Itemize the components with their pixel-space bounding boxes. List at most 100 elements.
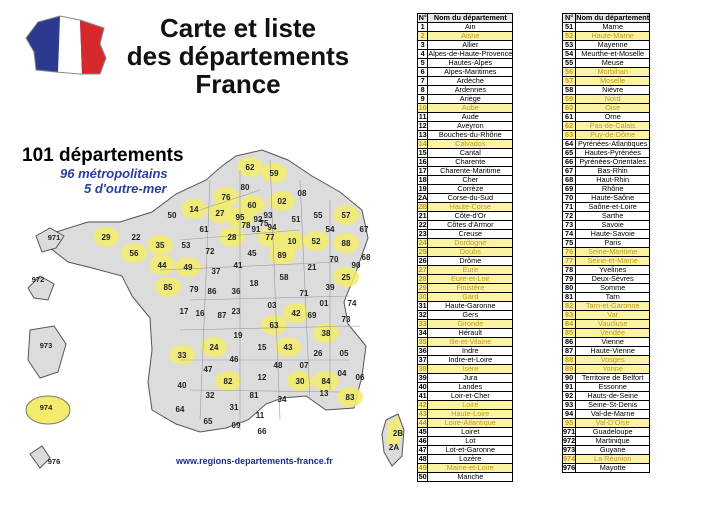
department-name: Gard	[427, 292, 514, 302]
table-row: 53 Mayenne	[561, 40, 651, 50]
department-number: 971	[561, 427, 577, 437]
department-name: Doubs	[427, 247, 514, 257]
department-number: 72	[561, 211, 577, 221]
map-label-39: 39	[326, 283, 335, 292]
department-number: 42	[416, 400, 429, 410]
table-row: 74 Haute-Savoie	[561, 229, 651, 239]
map-label-62: 62	[246, 163, 255, 172]
department-name: Territoire de Belfort	[575, 373, 651, 383]
table-row: 14 Calvados	[416, 139, 514, 149]
table-row: 41 Loir-et-Cher	[416, 391, 514, 401]
department-number: 15	[416, 148, 429, 158]
table-row: 71 Saône-et-Loire	[561, 202, 651, 212]
department-name: Yvelines	[575, 265, 651, 275]
department-number: 82	[561, 301, 577, 311]
department-number: 56	[561, 67, 577, 77]
table-row: 80 Somme	[561, 283, 651, 293]
department-name: Tarn-et-Garonne	[575, 301, 651, 311]
department-name: Calvados	[427, 139, 514, 149]
department-number: 973	[561, 445, 577, 455]
department-number: 21	[416, 211, 429, 221]
department-name: Marne	[575, 22, 651, 32]
table-row: 59 Nord	[561, 94, 651, 104]
department-border-line	[189, 389, 341, 393]
table-row: 82 Tarn-et-Garonne	[561, 301, 651, 311]
table-row: 4 Alpes-de-Haute-Provence	[416, 49, 514, 59]
map-label-56: 56	[130, 249, 139, 258]
table-row: 52 Haute-Marne	[561, 31, 651, 41]
title-line-2: des départements	[126, 41, 350, 71]
department-number: 1	[416, 22, 429, 32]
table-row: 84 Vaucluse	[561, 319, 651, 329]
table-row: 86 Vienne	[561, 337, 651, 347]
department-number: 37	[416, 355, 429, 365]
table-row: 95 Val-D'Oise	[561, 418, 651, 428]
map-label-01: 01	[320, 299, 329, 308]
department-number: 65	[561, 148, 577, 158]
map-label-53: 53	[182, 241, 191, 250]
department-number: 89	[561, 364, 577, 374]
department-number: 50	[416, 472, 429, 482]
map-label-94: 94	[268, 223, 277, 232]
highlight-83	[337, 387, 363, 407]
map-label-58: 58	[280, 273, 289, 282]
highlight-14	[181, 199, 207, 219]
map-label-972: 972	[32, 275, 45, 284]
department-name: Var	[575, 310, 651, 320]
department-name: Corse-du-Sud	[427, 193, 514, 203]
department-number: 46	[416, 436, 429, 446]
map-label-68: 68	[362, 253, 371, 262]
table-row: 66 Pyrénées-Orientales	[561, 157, 651, 167]
header-number: N°	[561, 13, 577, 23]
department-number: 74	[561, 229, 577, 239]
department-name: Maine-et-Loire	[427, 463, 514, 473]
table-row: 7 Ardèche	[416, 76, 514, 86]
map-label-2B: 2B	[393, 429, 403, 438]
department-name: Pas-de-Calais	[575, 121, 651, 131]
department-number: 76	[561, 247, 577, 257]
department-name: Hautes-Pyrénées	[575, 148, 651, 158]
table-row: 43 Haute-Loire	[416, 409, 514, 419]
table-row: 50 Manche	[416, 472, 514, 482]
department-name: Eure	[427, 265, 514, 275]
department-number: 88	[561, 355, 577, 365]
department-name: Lot-et-Garonne	[427, 445, 514, 455]
map-label-91: 91	[252, 225, 261, 234]
summary-metropolitan: 96 métropolitains	[60, 166, 168, 181]
department-number: 78	[561, 265, 577, 275]
department-name: Hérault	[427, 328, 514, 338]
department-number: 62	[561, 121, 577, 131]
department-name: Ardèche	[427, 76, 514, 86]
table-row: 91 Essonne	[561, 382, 651, 392]
table-row: 93 Seine-St-Denis	[561, 400, 651, 410]
department-name: Gers	[427, 310, 514, 320]
website-url[interactable]: www.regions-departements-france.fr	[176, 456, 333, 466]
department-name: Indre	[427, 346, 514, 356]
department-name: Meuse	[575, 58, 651, 68]
map-label-81: 81	[250, 391, 259, 400]
department-number: 71	[561, 202, 577, 212]
highlight-35	[147, 235, 173, 255]
map-label-08: 08	[298, 189, 307, 198]
table-row: 40 Landes	[416, 382, 514, 392]
map-label-24: 24	[210, 343, 219, 352]
table-row: 65 Hautes-Pyrénées	[561, 148, 651, 158]
department-name: Rhône	[575, 184, 651, 194]
department-name: Vendée	[575, 328, 651, 338]
table-row: 64 Pyrénées-Atlantiques	[561, 139, 651, 149]
table-row: 72 Sarthe	[561, 211, 651, 221]
title-line-3: France	[195, 69, 281, 99]
table-row: 48 Lozère	[416, 454, 514, 464]
map-label-92: 92	[254, 215, 263, 224]
table-row: 89 Yonne	[561, 364, 651, 374]
department-number: 44	[416, 418, 429, 428]
department-number: 51	[561, 22, 577, 32]
department-number: 38	[416, 364, 429, 374]
table-row: 62 Pas-de-Calais	[561, 121, 651, 131]
department-number: 18	[416, 175, 429, 185]
department-number: 36	[416, 346, 429, 356]
map-label-79: 79	[190, 285, 199, 294]
department-table-1: N° Nom du département 1 Ain 2 Aisne 3 Allier 4…	[416, 13, 514, 482]
department-number: 61	[561, 112, 577, 122]
table-row: 28 Eure-et-Loir	[416, 274, 514, 284]
